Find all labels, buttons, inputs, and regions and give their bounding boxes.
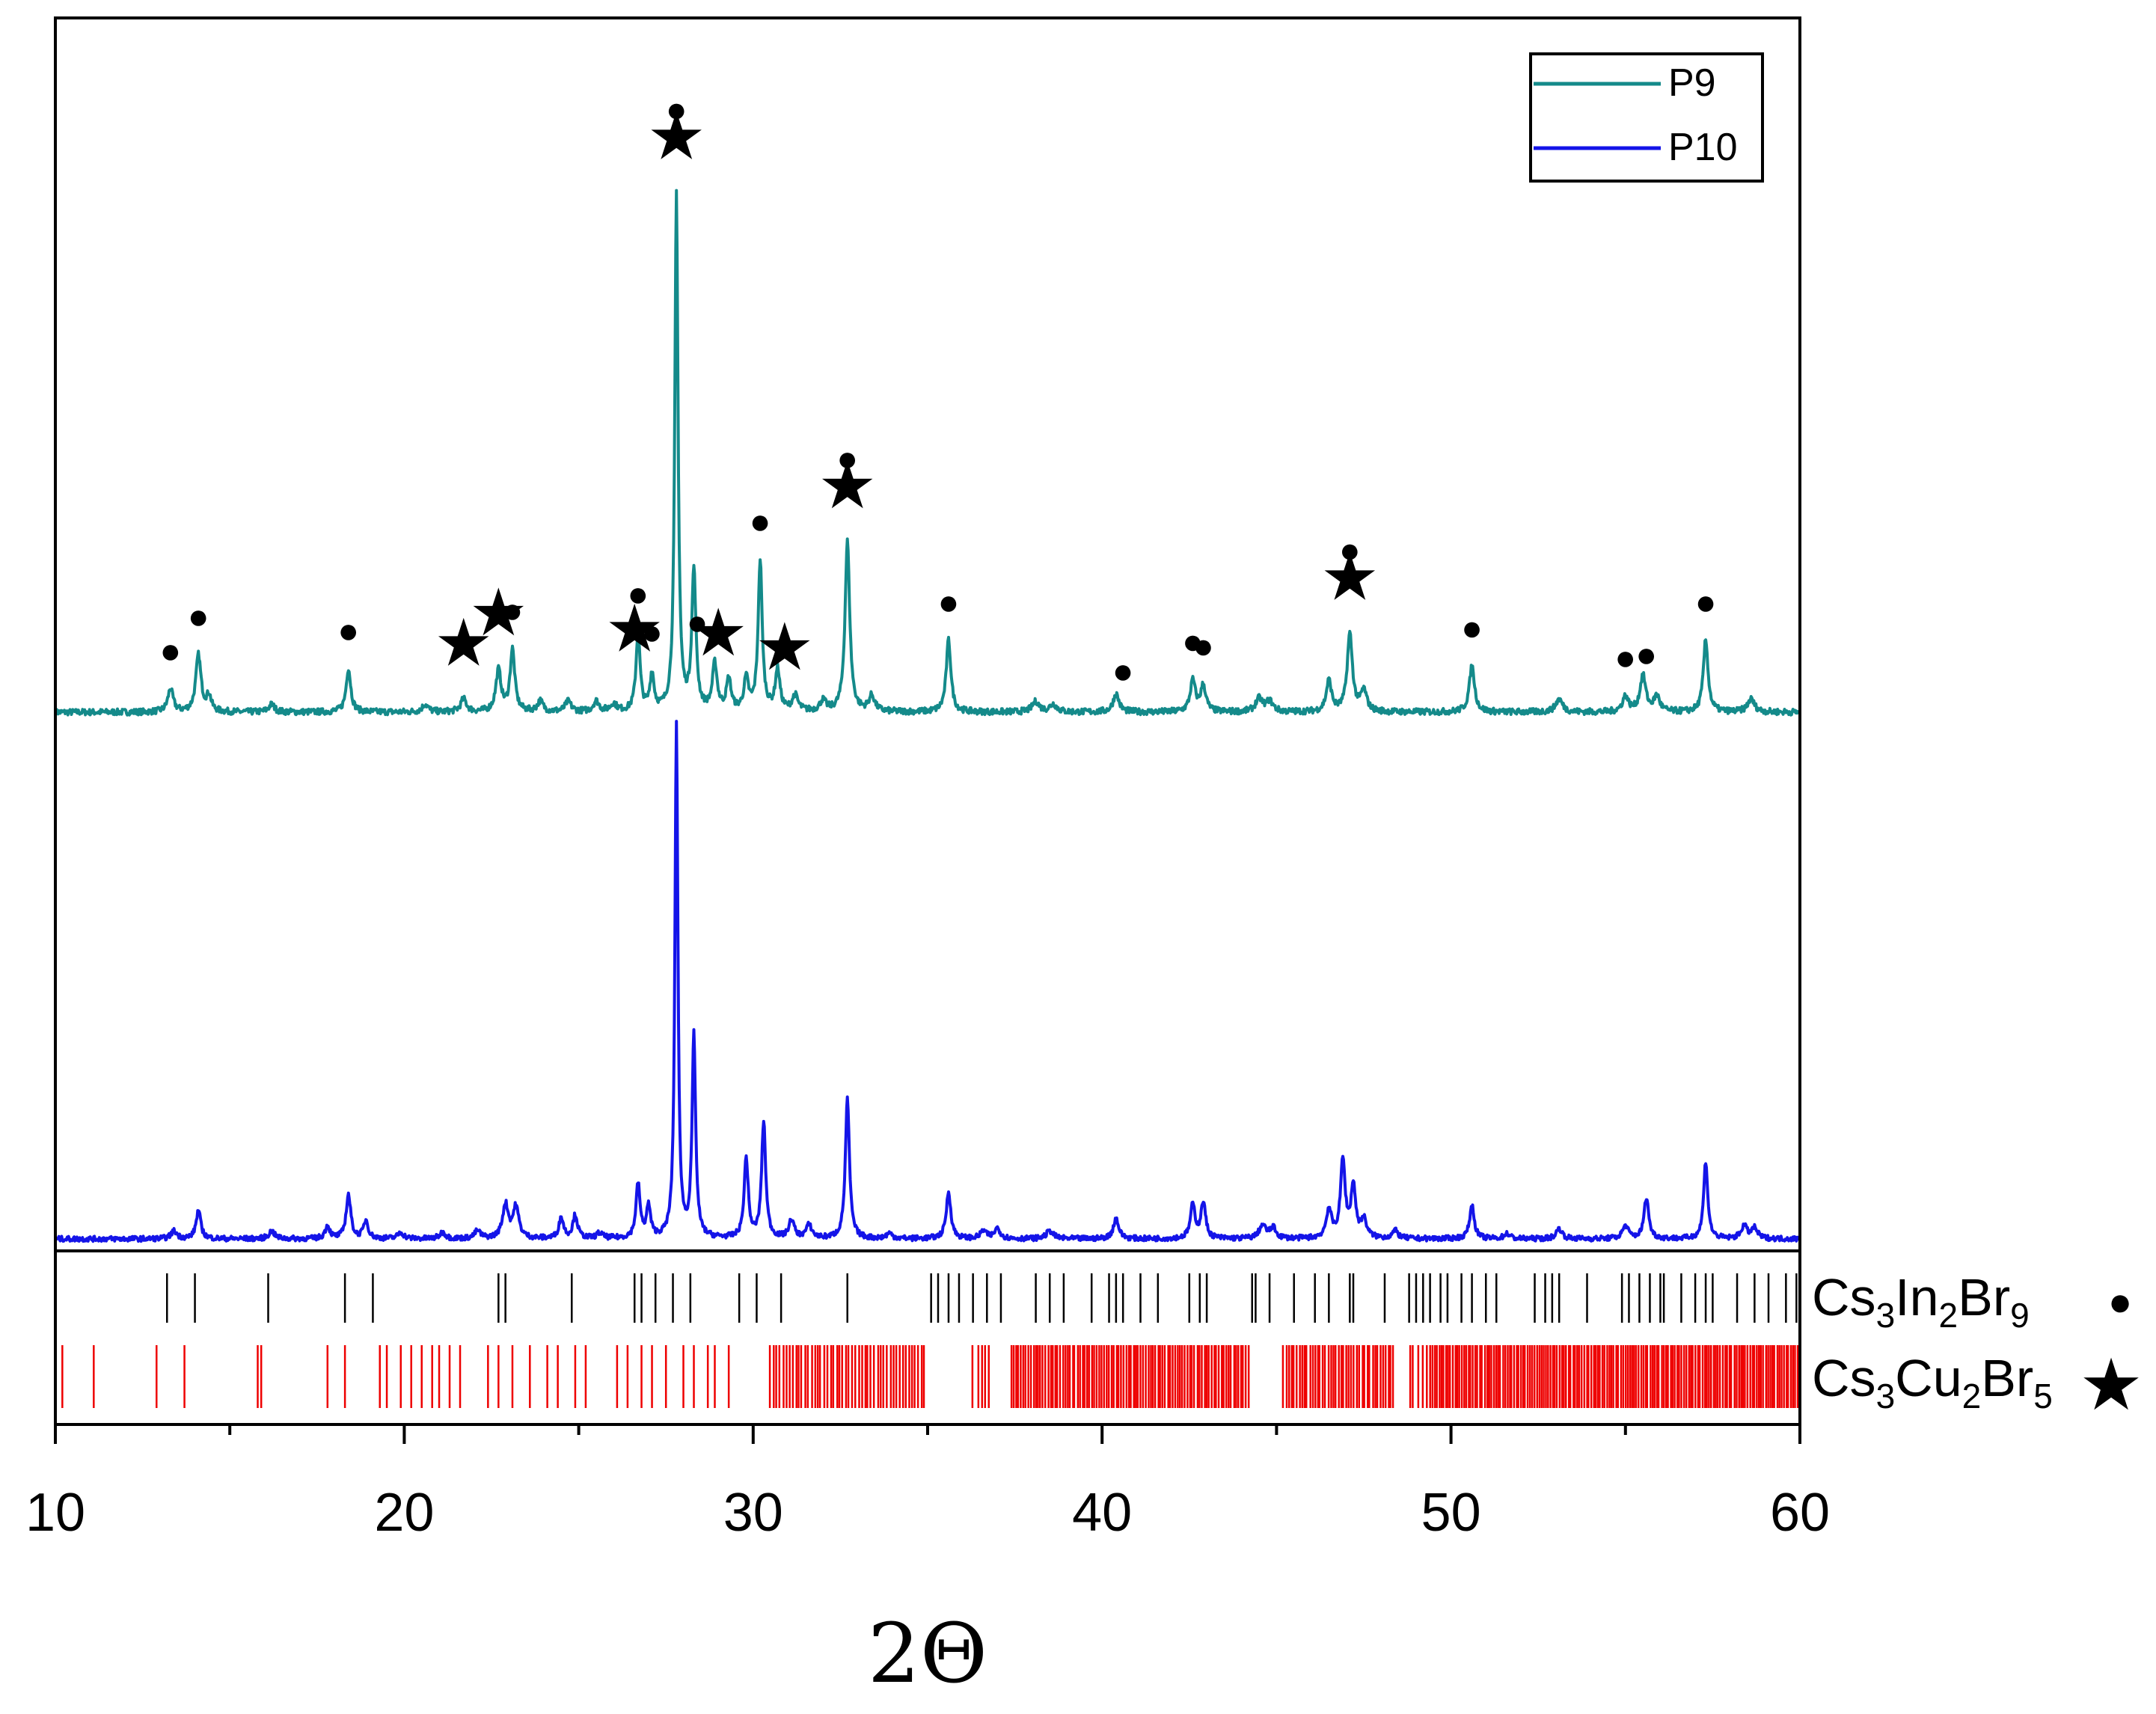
x-axis-ticks: 10 20 30 40 50 60	[25, 1424, 1830, 1543]
x-tick-label: 40	[1072, 1483, 1132, 1543]
circle-marker-icon: ●	[2108, 1279, 2133, 1324]
circle-marker-icon: ●	[641, 613, 663, 652]
star-marker-icon: ★	[755, 610, 814, 684]
circle-marker-icon: ●	[1695, 583, 1717, 622]
peak-markers: ●● ● ★★● ★●●★●●★●★★●●●●●★●●●●●	[159, 91, 1716, 691]
legend-label-p10: P10	[1668, 126, 1738, 169]
circle-marker-icon: ●	[750, 502, 771, 542]
star-marker-icon: ★	[2079, 1345, 2143, 1425]
series-lines	[54, 189, 1801, 1243]
circle-marker-icon: ●	[937, 583, 959, 622]
x-tick-label: 20	[374, 1483, 434, 1543]
series-line-p9	[54, 189, 1801, 717]
circle-marker-icon: ●	[666, 91, 687, 130]
star-marker-icon: ★	[689, 596, 748, 670]
circle-marker-icon: ●	[501, 591, 523, 631]
reference-label-cs3cu2br5: Cs3Cu2Br5	[1812, 1349, 2053, 1415]
circle-marker-icon: ●	[836, 439, 858, 479]
circle-marker-icon: ●	[159, 631, 181, 671]
reference-label-cs3in2br9: Cs3In2Br9	[1812, 1268, 2030, 1335]
star-marker-icon: ★	[469, 575, 528, 649]
circle-marker-icon: ●	[1182, 622, 1204, 661]
star-marker-icon: ★	[647, 100, 706, 174]
circle-marker-icon: ●	[337, 611, 359, 651]
x-tick-label: 30	[723, 1483, 783, 1543]
series-line-p10	[55, 720, 1801, 1243]
star-marker-icon: ★	[1320, 540, 1379, 614]
circle-marker-icon: ●	[1192, 627, 1214, 667]
x-tick-label: 50	[1421, 1483, 1481, 1543]
legend-box	[1529, 52, 1764, 183]
x-tick-label: 60	[1770, 1483, 1830, 1543]
circle-marker-icon: ●	[1112, 652, 1134, 691]
star-marker-icon: ★	[605, 591, 664, 665]
circle-marker-icon: ●	[627, 575, 649, 614]
circle-marker-icon: ●	[1635, 635, 1657, 675]
star-marker-icon: ★	[818, 448, 877, 522]
x-axis-label: 2Θ	[868, 1606, 987, 1701]
legend: P9 P10	[1529, 52, 1764, 183]
x-tick-label: 10	[25, 1483, 85, 1543]
reference-patterns	[61, 1273, 1799, 1408]
circle-marker-icon: ●	[687, 603, 708, 643]
circle-marker-icon: ●	[1461, 609, 1483, 649]
circle-marker-icon: ●	[188, 597, 209, 637]
circle-marker-icon: ●	[1339, 531, 1361, 571]
legend-label-p9: P9	[1668, 61, 1716, 105]
circle-marker-icon: ●	[1614, 638, 1636, 678]
reference-labels: Cs3In2Br9 ● Cs3Cu2Br5 ★	[1812, 1268, 2143, 1425]
star-marker-icon: ★	[434, 606, 493, 680]
